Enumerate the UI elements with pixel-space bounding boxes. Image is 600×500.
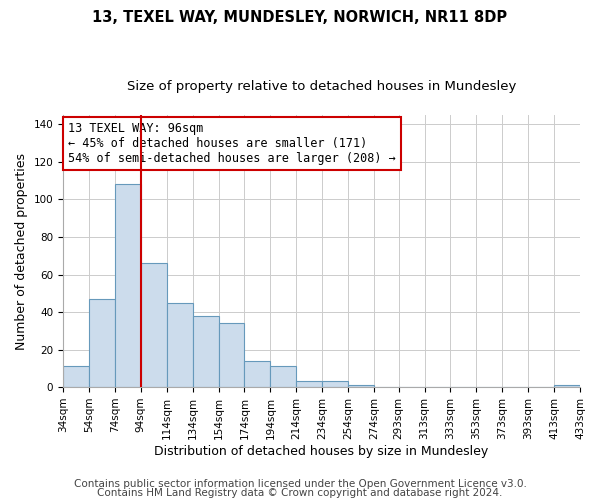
- X-axis label: Distribution of detached houses by size in Mundesley: Distribution of detached houses by size …: [154, 444, 488, 458]
- Bar: [296, 382, 322, 387]
- Text: Contains HM Land Registry data © Crown copyright and database right 2024.: Contains HM Land Registry data © Crown c…: [97, 488, 503, 498]
- Bar: [218, 324, 244, 387]
- Bar: [141, 263, 167, 387]
- Bar: [115, 184, 141, 387]
- Text: Contains public sector information licensed under the Open Government Licence v3: Contains public sector information licen…: [74, 479, 526, 489]
- Bar: [554, 385, 580, 387]
- Text: 13 TEXEL WAY: 96sqm
← 45% of detached houses are smaller (171)
54% of semi-detac: 13 TEXEL WAY: 96sqm ← 45% of detached ho…: [68, 122, 396, 165]
- Bar: [167, 302, 193, 387]
- Bar: [244, 361, 271, 387]
- Y-axis label: Number of detached properties: Number of detached properties: [15, 152, 28, 350]
- Bar: [63, 366, 89, 387]
- Bar: [89, 299, 115, 387]
- Bar: [322, 382, 348, 387]
- Bar: [348, 385, 374, 387]
- Bar: [271, 366, 296, 387]
- Bar: [193, 316, 218, 387]
- Title: Size of property relative to detached houses in Mundesley: Size of property relative to detached ho…: [127, 80, 516, 93]
- Text: 13, TEXEL WAY, MUNDESLEY, NORWICH, NR11 8DP: 13, TEXEL WAY, MUNDESLEY, NORWICH, NR11 …: [92, 10, 508, 25]
